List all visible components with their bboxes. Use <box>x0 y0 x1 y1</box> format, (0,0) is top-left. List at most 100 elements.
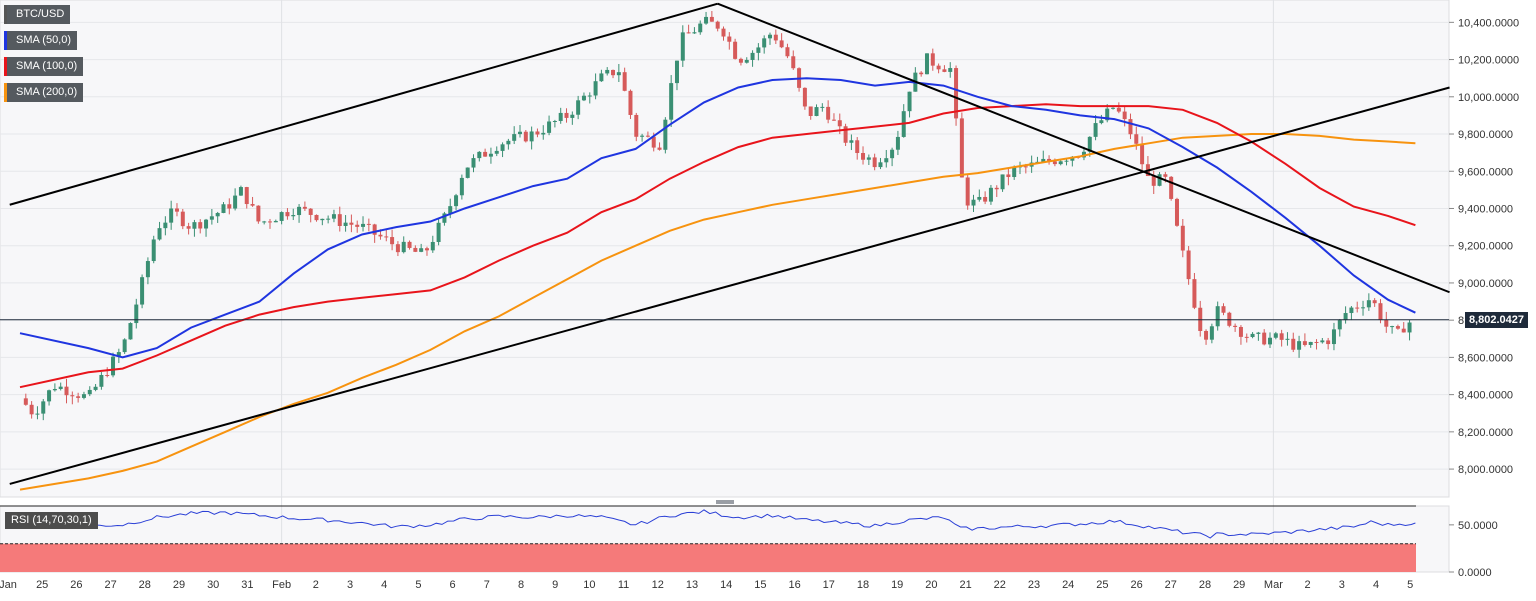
candle-body <box>140 277 145 305</box>
candle-body <box>320 218 325 221</box>
candle-body <box>971 199 976 206</box>
x-tick-label: 4 <box>381 579 387 591</box>
candle-body <box>285 212 290 217</box>
candle-body <box>361 223 366 227</box>
divider-handle[interactable] <box>716 500 734 504</box>
candle-body <box>704 16 709 24</box>
candle-body <box>1366 300 1371 308</box>
legend-sma100-label: SMA (100,0) <box>16 60 78 72</box>
candle-body <box>738 58 743 63</box>
candle-body <box>1169 176 1174 199</box>
candle-body <box>1302 341 1307 345</box>
candle-body <box>959 118 964 178</box>
candle-body <box>529 131 534 142</box>
candle-body <box>837 120 842 127</box>
candle-body <box>169 208 174 223</box>
candle-body <box>448 206 453 214</box>
candle-body <box>663 119 668 150</box>
x-tick-label: 31 <box>241 579 253 591</box>
candle-body <box>483 151 488 157</box>
trendlines <box>9 2 1450 485</box>
candle-body <box>1023 166 1028 168</box>
candle-body <box>279 212 284 221</box>
candle-body <box>233 195 238 209</box>
x-tick-label: 26 <box>70 579 82 591</box>
candle-body <box>878 162 883 168</box>
candle-body <box>23 398 28 405</box>
y-tick-label: 9,400.0000 <box>1458 203 1513 215</box>
candle-body <box>861 153 866 160</box>
y-tick-label: 9,200.0000 <box>1458 241 1513 253</box>
x-tick-label: 3 <box>1339 579 1345 591</box>
candle-body <box>942 69 947 72</box>
x-tick-label: 7 <box>484 579 490 591</box>
candle-body <box>890 149 895 159</box>
candle-body <box>1407 322 1412 333</box>
x-tick-label: 28 <box>1199 579 1211 591</box>
candle-body <box>587 95 592 97</box>
candle-body <box>570 114 575 118</box>
x-tick-label: 29 <box>1233 579 1245 591</box>
candle-body <box>983 196 988 202</box>
candle-body <box>541 132 546 135</box>
candle-body <box>291 215 296 217</box>
legend-symbol[interactable]: BTC/USD <box>4 5 71 24</box>
x-tick-label: 8 <box>518 579 524 591</box>
candle-body <box>122 339 127 353</box>
candle-body <box>326 218 331 220</box>
candle-body <box>390 237 395 245</box>
y-tick-label: 8,600.0000 <box>1458 352 1513 364</box>
candle-body <box>198 222 203 229</box>
candle-body <box>1041 158 1046 162</box>
candle-body <box>47 390 52 402</box>
x-tick-label: 16 <box>788 579 800 591</box>
candle-body <box>1279 333 1284 340</box>
rsi-oversold-zone <box>0 543 1416 572</box>
candle-body <box>785 47 790 57</box>
x-tick-label: 27 <box>1165 579 1177 591</box>
candle-body <box>826 106 831 120</box>
legend-sma200[interactable]: SMA (200,0) <box>4 83 84 102</box>
x-tick-label: 5 <box>1407 579 1413 591</box>
candle-body <box>1273 333 1278 338</box>
y-tick-label: 9,600.0000 <box>1458 166 1513 178</box>
candle-body <box>81 394 86 398</box>
candle-body <box>424 248 429 251</box>
candle-body <box>52 388 57 391</box>
legend-sma200-label: SMA (200,0) <box>16 86 78 98</box>
legend-sma100[interactable]: SMA (100,0) <box>4 57 84 76</box>
legend-sma50[interactable]: SMA (50,0) <box>4 31 78 50</box>
candle-body <box>872 157 877 168</box>
candle-body <box>988 187 993 202</box>
candle-body <box>116 352 121 357</box>
candle-body <box>954 68 959 119</box>
x-tick-label: 25 <box>36 579 48 591</box>
candle-body <box>1349 307 1354 314</box>
candle-body <box>1186 250 1191 280</box>
candle-body <box>564 112 569 118</box>
candle-body <box>1128 119 1133 135</box>
candle-body <box>750 52 755 60</box>
candle-body <box>273 220 278 223</box>
candle-body <box>1157 174 1162 186</box>
candle-body <box>134 304 139 324</box>
candle-body <box>1058 161 1063 165</box>
candle-body <box>512 134 517 141</box>
candle-body <box>884 158 889 163</box>
candle-body <box>645 135 650 137</box>
candle-body <box>1355 307 1360 309</box>
candle-body <box>1087 136 1092 152</box>
candle-body <box>936 65 941 70</box>
candle-body <box>343 222 348 226</box>
candle-body <box>622 72 627 91</box>
candle-body <box>977 196 982 200</box>
candle-body <box>831 119 836 121</box>
x-tick-label: 5 <box>415 579 421 591</box>
candle-body <box>262 221 267 223</box>
legend-rsi[interactable]: RSI (14,70,30,1) <box>5 512 98 529</box>
candle-body <box>1390 326 1395 328</box>
x-tick-label: 21 <box>959 579 971 591</box>
candle-body <box>1285 338 1290 340</box>
candle-body <box>820 106 825 108</box>
